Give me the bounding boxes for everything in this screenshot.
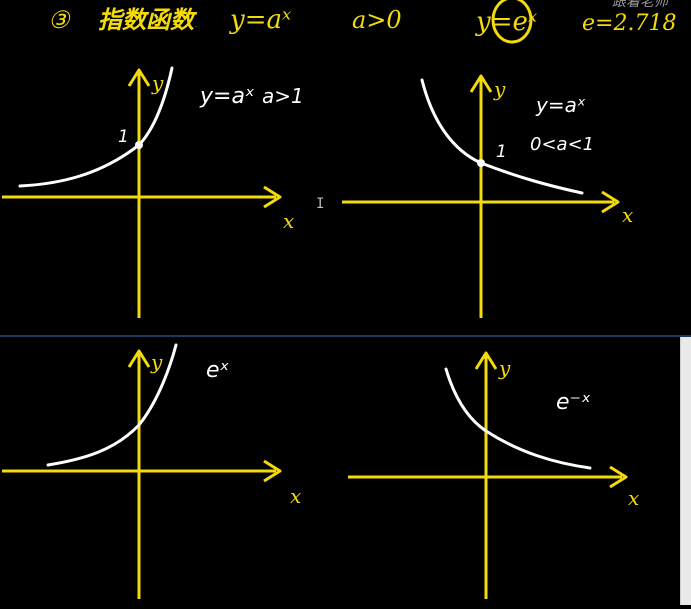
- graph-1: x y 1 y=aˣ a>1: [2, 66, 304, 318]
- graph-4: x y e⁻ˣ: [348, 351, 639, 599]
- y-axis-label: y: [498, 356, 511, 380]
- x-axis-label: x: [628, 486, 639, 510]
- top-board-canvas: ③ 指数函数 . y=aˣ a>0 y=eˣ e=2.718 跟着老师 x y …: [2, 0, 676, 318]
- decay-curve: [444, 367, 592, 470]
- x-axis-arrow-icon: [263, 459, 282, 483]
- header-e-value: e=2.718: [582, 11, 676, 36]
- x-axis-arrow-icon: [601, 190, 620, 214]
- y-axis-label: y: [151, 71, 164, 95]
- x-axis-label: x: [290, 484, 301, 508]
- header-formula: y=aˣ: [229, 5, 291, 35]
- graph-3: x y eˣ: [2, 343, 301, 599]
- text-cursor-icon: I: [316, 196, 325, 212]
- x-axis-label: x: [622, 203, 633, 227]
- graph-condition: 0<a<1: [530, 134, 594, 155]
- graph-condition: a>1: [262, 84, 304, 108]
- y-axis-arrow-icon: [127, 68, 151, 87]
- watermark: 跟着老师: [612, 0, 671, 10]
- point-label: 1: [118, 127, 129, 147]
- highlight-circle: [491, 0, 533, 44]
- intercept-point: [477, 159, 485, 167]
- y-axis-label: y: [493, 77, 506, 101]
- graph-caption: y=aˣ: [199, 84, 255, 109]
- graph-caption: y=aˣ: [535, 93, 586, 117]
- growth-curve: [46, 343, 178, 467]
- intercept-point: [135, 141, 143, 149]
- x-axis-arrow-icon: [609, 465, 628, 489]
- x-axis-arrow-icon: [263, 185, 282, 209]
- circled-number: ③: [48, 6, 71, 34]
- y-axis-arrow-icon: [469, 74, 493, 93]
- graph-caption: eˣ: [206, 358, 230, 383]
- graph-2: x y 1 y=aˣ 0<a<1: [342, 74, 633, 318]
- bottom-board-canvas: x y eˣ x y e⁻ˣ: [2, 343, 639, 599]
- header-condition: a>0: [352, 6, 402, 34]
- y-axis-label: y: [150, 350, 163, 374]
- svg-text:.: .: [195, 22, 197, 29]
- vertical-scrollbar[interactable]: [680, 337, 691, 605]
- point-label: 1: [496, 142, 507, 162]
- graph-caption: e⁻ˣ: [556, 390, 591, 415]
- top-board: ③ 指数函数 . y=aˣ a>0 y=eˣ e=2.718 跟着老师 x y …: [2, 0, 677, 318]
- y-axis-arrow-icon: [474, 351, 498, 370]
- panel-divider: [0, 335, 691, 337]
- bottom-board: x y eˣ x y e⁻ˣ: [0, 337, 691, 605]
- header: ③ 指数函数 . y=aˣ a>0 y=eˣ e=2.718 跟着老师: [48, 0, 676, 44]
- y-axis-arrow-icon: [127, 349, 151, 368]
- x-axis-label: x: [283, 209, 294, 233]
- header-title: 指数函数: [98, 5, 198, 34]
